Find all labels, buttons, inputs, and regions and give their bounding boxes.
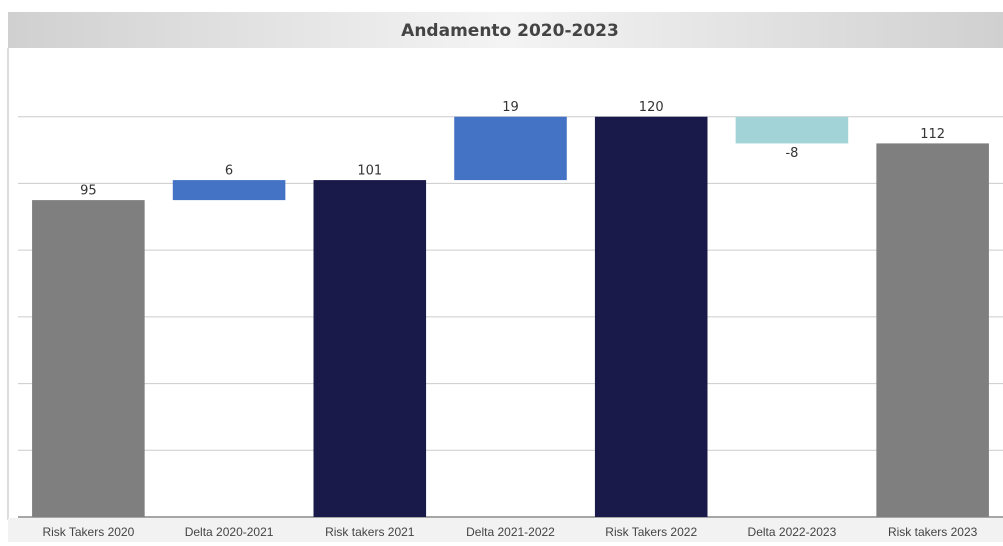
bar bbox=[735, 116, 849, 144]
data-label: 19 bbox=[502, 100, 519, 115]
bar bbox=[172, 180, 286, 201]
x-tick-label: Risk Takers 2020 bbox=[42, 525, 134, 539]
x-tick-label: Risk takers 2023 bbox=[888, 525, 978, 539]
data-label: 112 bbox=[920, 127, 945, 142]
data-label: 95 bbox=[80, 184, 97, 199]
bar bbox=[454, 116, 567, 181]
bar bbox=[313, 180, 427, 518]
data-label: 120 bbox=[639, 100, 664, 115]
x-tick-label: Risk Takers 2022 bbox=[605, 525, 697, 539]
x-axis-band bbox=[8, 518, 1003, 542]
bar bbox=[876, 143, 989, 517]
data-label: -8 bbox=[785, 146, 798, 161]
x-tick-label: Delta 2022-2023 bbox=[748, 525, 837, 539]
x-tick-label: Risk takers 2021 bbox=[325, 525, 415, 539]
data-label: 6 bbox=[225, 164, 233, 179]
title-bar bbox=[8, 12, 1003, 48]
chart-title: Andamento 2020-2023 bbox=[401, 21, 619, 41]
x-tick-label: Delta 2020-2021 bbox=[185, 525, 274, 539]
data-label: 101 bbox=[357, 164, 382, 179]
bar bbox=[32, 200, 145, 517]
bar bbox=[594, 116, 708, 517]
x-tick-label: Delta 2021-2022 bbox=[466, 525, 555, 539]
